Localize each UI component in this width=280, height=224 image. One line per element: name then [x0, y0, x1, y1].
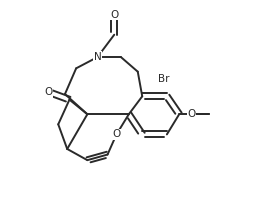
Text: O: O: [112, 129, 121, 139]
Text: O: O: [187, 109, 196, 119]
Text: O: O: [110, 10, 118, 19]
Text: O: O: [44, 87, 52, 97]
Text: O: O: [187, 109, 196, 119]
Text: Br: Br: [158, 74, 170, 84]
Text: N: N: [94, 52, 101, 62]
